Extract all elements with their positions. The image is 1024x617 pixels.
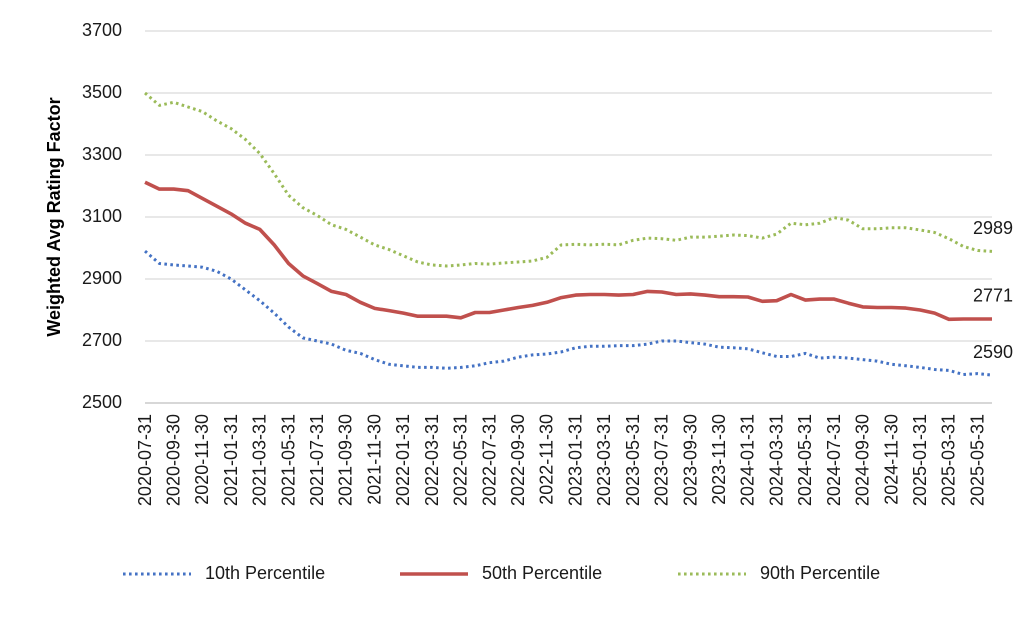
y-tick-label: 3700 [82, 20, 122, 40]
x-axis-ticks: 2020-07-31 2020-09-30 2020-11-30 2021-01-31… [135, 414, 988, 506]
x-tick-label: 2025-03-31 [939, 414, 959, 506]
x-tick-label: 2024-03-31 [766, 414, 786, 506]
series-line-2 [144, 180, 992, 322]
x-tick-label: 2023-11-30 [709, 414, 729, 505]
x-tick-label: 2024-09-30 [853, 414, 873, 506]
x-tick-label: 2023-05-31 [623, 414, 643, 506]
x-tick-label: 2022-09-30 [508, 414, 528, 506]
y-tick-label: 3500 [82, 82, 122, 102]
y-axis-label: Weighted Avg Rating Factor [44, 97, 64, 336]
y-tick-label: 3300 [82, 144, 122, 164]
x-tick-label: 2021-07-31 [307, 414, 327, 506]
gridlines [145, 30, 992, 342]
x-tick-label: 2020-11-30 [192, 414, 212, 505]
x-tick-label: 2022-01-31 [393, 414, 413, 506]
end-label-3: 2989 [973, 218, 1013, 238]
x-tick-label: 2022-03-31 [422, 414, 442, 506]
x-tick-label: 2022-07-31 [479, 414, 499, 506]
x-tick-label: 2023-09-30 [680, 414, 700, 506]
x-tick-label: 2021-01-31 [221, 414, 241, 506]
legend-label-2: 50th Percentile [482, 563, 602, 583]
y-tick-label: 2500 [82, 392, 122, 412]
x-tick-label: 2021-09-30 [336, 414, 356, 506]
x-tick-label: 2024-05-31 [795, 414, 815, 506]
series-line-1 [144, 249, 993, 377]
x-tick-label: 2021-11-30 [364, 414, 384, 505]
x-tick-label: 2024-01-31 [738, 414, 758, 506]
series-lines [144, 91, 993, 377]
x-tick-label: 2020-07-31 [135, 414, 155, 506]
series-line-3 [144, 91, 993, 268]
x-tick-label: 2024-11-30 [881, 414, 901, 505]
x-tick-label: 2023-07-31 [652, 414, 672, 506]
x-tick-label: 2022-05-31 [451, 414, 471, 506]
x-tick-label: 2025-05-31 [967, 414, 987, 506]
x-tick-label: 2023-03-31 [594, 414, 614, 506]
end-label-1: 2590 [973, 342, 1013, 362]
y-axis-ticks: 2500 2700 2900 3100 3300 3500 3700 [82, 20, 122, 412]
end-labels: 2590 2771 2989 [973, 218, 1013, 362]
x-tick-label: 2021-03-31 [250, 414, 270, 506]
legend-label-3: 90th Percentile [760, 563, 880, 583]
legend: 10th Percentile 50th Percentile 90th Perce… [123, 563, 880, 583]
y-tick-label: 2900 [82, 268, 122, 288]
x-tick-label: 2023-01-31 [565, 414, 585, 506]
y-tick-label: 2700 [82, 330, 122, 350]
x-tick-label: 2022-11-30 [537, 414, 557, 505]
x-tick-label: 2020-09-30 [163, 414, 183, 506]
y-tick-label: 3100 [82, 206, 122, 226]
x-tick-label: 2024-07-31 [824, 414, 844, 506]
legend-label-1: 10th Percentile [205, 563, 325, 583]
end-label-2: 2771 [973, 286, 1013, 306]
x-tick-label: 2025-01-31 [910, 414, 930, 506]
x-tick-label: 2021-05-31 [278, 414, 298, 506]
